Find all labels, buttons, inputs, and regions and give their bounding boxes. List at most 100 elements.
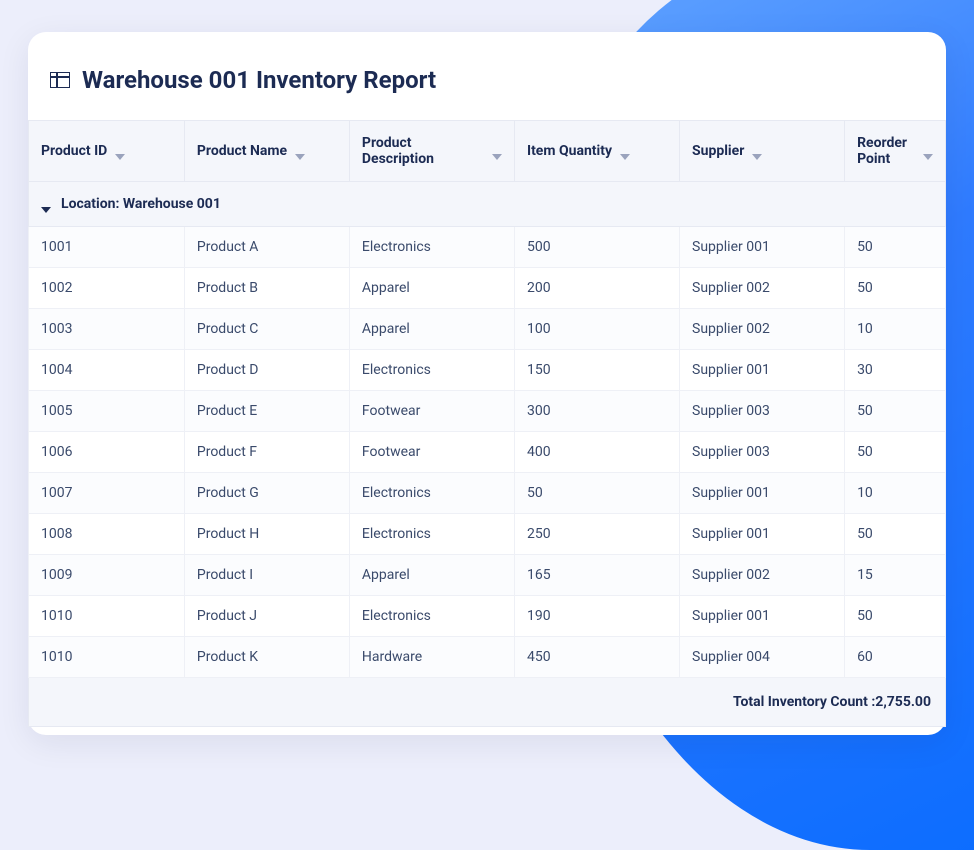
cell-desc: Hardware bbox=[349, 637, 514, 678]
column-label: Product Description bbox=[362, 135, 484, 167]
group-label: Location: Warehouse 001 bbox=[61, 196, 221, 212]
table-row[interactable]: 1006Product FFootwear400Supplier 00350 bbox=[29, 432, 946, 473]
cell-qty: 500 bbox=[514, 227, 679, 268]
footer-value: 2,755.00 bbox=[875, 694, 931, 710]
cell-name: Product F bbox=[184, 432, 349, 473]
sort-icon bbox=[752, 148, 762, 154]
cell-reorder: 30 bbox=[845, 350, 946, 391]
chevron-down-icon bbox=[41, 201, 51, 207]
cell-qty: 400 bbox=[514, 432, 679, 473]
cell-desc: Apparel bbox=[349, 555, 514, 596]
cell-reorder: 50 bbox=[845, 268, 946, 309]
cell-reorder: 50 bbox=[845, 391, 946, 432]
column-label: Product Name bbox=[197, 143, 287, 159]
column-header-reorder-point[interactable]: Reorder Point bbox=[845, 121, 946, 182]
cell-desc: Electronics bbox=[349, 596, 514, 637]
cell-name: Product J bbox=[184, 596, 349, 637]
column-label: Item Quantity bbox=[527, 143, 612, 159]
column-header-product-id[interactable]: Product ID bbox=[29, 121, 185, 182]
cell-id: 1005 bbox=[29, 391, 185, 432]
table-row[interactable]: 1003Product CApparel100Supplier 00210 bbox=[29, 309, 946, 350]
footer-label: Total Inventory Count : bbox=[733, 694, 875, 710]
card-header: Warehouse 001 Inventory Report bbox=[28, 66, 946, 120]
page-title: Warehouse 001 Inventory Report bbox=[82, 66, 436, 94]
cell-id: 1010 bbox=[29, 637, 185, 678]
cell-desc: Footwear bbox=[349, 432, 514, 473]
cell-desc: Footwear bbox=[349, 391, 514, 432]
cell-reorder: 50 bbox=[845, 514, 946, 555]
cell-supplier: Supplier 001 bbox=[680, 350, 845, 391]
cell-name: Product B bbox=[184, 268, 349, 309]
table-row[interactable]: 1008Product HElectronics250Supplier 0015… bbox=[29, 514, 946, 555]
cell-reorder: 10 bbox=[845, 309, 946, 350]
table-row[interactable]: 1005Product EFootwear300Supplier 00350 bbox=[29, 391, 946, 432]
cell-reorder: 60 bbox=[845, 637, 946, 678]
cell-id: 1004 bbox=[29, 350, 185, 391]
cell-desc: Apparel bbox=[349, 268, 514, 309]
cell-supplier: Supplier 002 bbox=[680, 268, 845, 309]
cell-supplier: Supplier 001 bbox=[680, 473, 845, 514]
cell-reorder: 50 bbox=[845, 227, 946, 268]
cell-supplier: Supplier 003 bbox=[680, 432, 845, 473]
cell-name: Product G bbox=[184, 473, 349, 514]
report-card: Warehouse 001 Inventory Report Product I… bbox=[28, 32, 946, 735]
table-row[interactable]: 1010Product JElectronics190Supplier 0015… bbox=[29, 596, 946, 637]
cell-reorder: 50 bbox=[845, 432, 946, 473]
column-label: Supplier bbox=[692, 143, 744, 159]
cell-id: 1006 bbox=[29, 432, 185, 473]
cell-qty: 100 bbox=[514, 309, 679, 350]
cell-qty: 200 bbox=[514, 268, 679, 309]
cell-qty: 300 bbox=[514, 391, 679, 432]
cell-supplier: Supplier 002 bbox=[680, 309, 845, 350]
sort-icon bbox=[115, 148, 125, 154]
cell-supplier: Supplier 001 bbox=[680, 596, 845, 637]
cell-desc: Electronics bbox=[349, 473, 514, 514]
table-icon bbox=[50, 72, 70, 88]
cell-supplier: Supplier 002 bbox=[680, 555, 845, 596]
cell-desc: Electronics bbox=[349, 227, 514, 268]
table-row[interactable]: 1004Product DElectronics150Supplier 0013… bbox=[29, 350, 946, 391]
cell-qty: 150 bbox=[514, 350, 679, 391]
cell-name: Product D bbox=[184, 350, 349, 391]
inventory-table: Product ID Product Name bbox=[28, 120, 946, 727]
cell-name: Product H bbox=[184, 514, 349, 555]
group-header-row[interactable]: Location: Warehouse 001 bbox=[29, 182, 946, 227]
cell-qty: 250 bbox=[514, 514, 679, 555]
table-row[interactable]: 1002Product BApparel200Supplier 00250 bbox=[29, 268, 946, 309]
cell-qty: 165 bbox=[514, 555, 679, 596]
table-header-row: Product ID Product Name bbox=[29, 121, 946, 182]
column-header-product-name[interactable]: Product Name bbox=[184, 121, 349, 182]
cell-desc: Electronics bbox=[349, 350, 514, 391]
table-row[interactable]: 1001Product AElectronics500Supplier 0015… bbox=[29, 227, 946, 268]
column-header-item-quantity[interactable]: Item Quantity bbox=[514, 121, 679, 182]
cell-id: 1003 bbox=[29, 309, 185, 350]
cell-supplier: Supplier 003 bbox=[680, 391, 845, 432]
cell-supplier: Supplier 001 bbox=[680, 227, 845, 268]
cell-id: 1009 bbox=[29, 555, 185, 596]
cell-desc: Electronics bbox=[349, 514, 514, 555]
cell-qty: 450 bbox=[514, 637, 679, 678]
column-header-supplier[interactable]: Supplier bbox=[680, 121, 845, 182]
table-row[interactable]: 1007Product GElectronics50Supplier 00110 bbox=[29, 473, 946, 514]
cell-name: Product E bbox=[184, 391, 349, 432]
sort-icon bbox=[620, 148, 630, 154]
cell-qty: 190 bbox=[514, 596, 679, 637]
cell-name: Product K bbox=[184, 637, 349, 678]
table-footer-row: Total Inventory Count :2,755.00 bbox=[29, 678, 946, 727]
cell-supplier: Supplier 001 bbox=[680, 514, 845, 555]
cell-name: Product C bbox=[184, 309, 349, 350]
table-row[interactable]: 1009Product IApparel165Supplier 00215 bbox=[29, 555, 946, 596]
cell-id: 1002 bbox=[29, 268, 185, 309]
cell-id: 1010 bbox=[29, 596, 185, 637]
cell-id: 1001 bbox=[29, 227, 185, 268]
table-row[interactable]: 1010Product KHardware450Supplier 00460 bbox=[29, 637, 946, 678]
sort-icon bbox=[923, 148, 933, 154]
cell-supplier: Supplier 004 bbox=[680, 637, 845, 678]
column-label: Reorder Point bbox=[857, 135, 915, 167]
sort-icon bbox=[492, 148, 502, 154]
column-header-product-description[interactable]: Product Description bbox=[349, 121, 514, 182]
cell-qty: 50 bbox=[514, 473, 679, 514]
cell-desc: Apparel bbox=[349, 309, 514, 350]
column-label: Product ID bbox=[41, 143, 107, 159]
cell-id: 1007 bbox=[29, 473, 185, 514]
